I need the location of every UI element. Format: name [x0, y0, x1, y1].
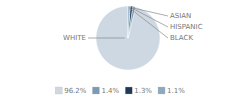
legend-label: 96.2%: [64, 87, 87, 95]
pie-slice: [128, 6, 136, 38]
pie: WHITE ASIAN HISPANIC BLACK: [63, 6, 203, 70]
pie-slice: [128, 6, 133, 38]
legend-label: 1.3%: [134, 87, 152, 95]
leader-line: [88, 38, 125, 39]
leader-line: [129, 8, 168, 38]
legend-item: 1.1%: [158, 87, 185, 95]
legend-item: 1.4%: [92, 87, 119, 95]
slice-label: WHITE: [63, 34, 86, 42]
slice-label: HISPANIC: [170, 23, 203, 31]
pie-slice: [128, 6, 130, 38]
legend-label: 1.1%: [167, 87, 185, 95]
legend: 96.2% 1.4% 1.3% 1.1%: [55, 87, 185, 95]
legend-item: 96.2%: [55, 87, 87, 95]
legend-swatch: [55, 87, 62, 94]
legend-swatch: [158, 87, 165, 94]
legend-item: 1.3%: [125, 87, 152, 95]
legend-swatch: [92, 87, 99, 94]
slice-label: BLACK: [170, 34, 193, 42]
slice-label: ASIAN: [170, 12, 191, 20]
legend-label: 1.4%: [101, 87, 119, 95]
legend-swatch: [125, 87, 132, 94]
chart: WHITE ASIAN HISPANIC BLACK 96.2% 1.4% 1.3% 1.1%: [0, 0, 240, 100]
